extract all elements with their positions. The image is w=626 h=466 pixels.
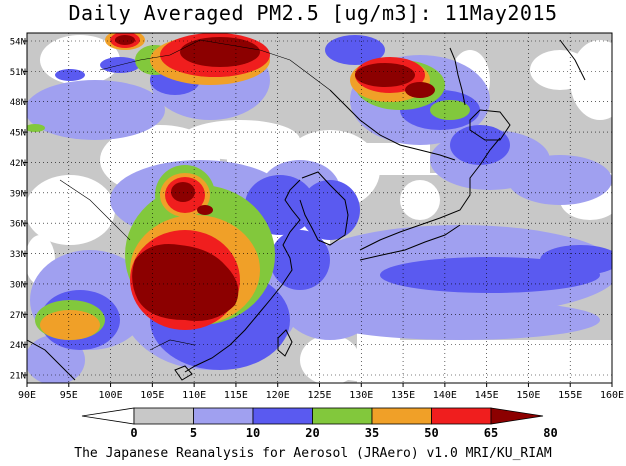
colorbar-high-arrow <box>490 407 544 425</box>
colorbar-box <box>133 407 194 425</box>
lon-tick-label: 125E <box>307 390 331 401</box>
lat-tick-label: 54N <box>10 38 26 48</box>
data-source-caption: The Japanese Reanalysis for Aerosol (JRA… <box>74 446 552 461</box>
lat-tick-label: 48N <box>10 98 26 108</box>
lat-tick-label: 45N <box>10 129 26 139</box>
lat-tick-label: 42N <box>10 159 26 169</box>
borders <box>59 39 331 351</box>
colorbar-level-label: 10 <box>246 426 260 440</box>
colorbar-level-label: 35 <box>365 426 379 440</box>
lon-tick-label: 155E <box>558 390 582 401</box>
map-title: Daily Averaged PM2.5 [ug/m3]: 11May2015 <box>68 1 558 25</box>
lon-tick-label: 95E <box>60 390 78 401</box>
colorbar-level-label: 20 <box>305 426 319 440</box>
lat-tick-label: 33N <box>10 250 26 260</box>
colorbar-box <box>312 407 373 425</box>
lon-tick-label: 135E <box>391 390 415 401</box>
colorbar-box <box>371 407 432 425</box>
lon-tick-label: 130E <box>349 390 373 401</box>
latitude-axis: 54N 51N 48N 45N 42N 39N 36N 33N 30N 27N 24N 21N <box>10 38 27 382</box>
lon-tick-label: 100E <box>99 390 123 401</box>
lon-tick-label: 150E <box>516 390 540 401</box>
colorbar-level-label: 0 <box>130 426 137 440</box>
lat-tick-label: 51N <box>10 68 26 78</box>
lat-tick-label: 21N <box>10 372 26 382</box>
colorbar-level-label: 50 <box>424 426 438 440</box>
colorbar-box <box>431 407 492 425</box>
lat-tick-label: 27N <box>10 311 26 321</box>
colorbar-level-label: 80 <box>543 426 557 440</box>
lon-tick-label: 120E <box>266 390 290 401</box>
graticule <box>27 33 612 383</box>
colorbar-box <box>252 407 313 425</box>
colorbar: 0 5 10 20 35 50 65 80 <box>81 407 558 440</box>
lat-tick-label: 36N <box>10 220 26 230</box>
longitude-axis: 90E 95E 100E 105E 110E 115E 120E 125E 130E 135E 14… <box>18 383 624 401</box>
concentration-field <box>27 33 612 383</box>
lon-tick-label: 115E <box>224 390 248 401</box>
colorbar-level-label: 5 <box>190 426 197 440</box>
lon-tick-label: 110E <box>182 390 206 401</box>
colorbar-low-arrow <box>81 407 135 425</box>
lon-tick-label: 140E <box>433 390 457 401</box>
lon-tick-label: 90E <box>18 390 36 401</box>
lat-tick-label: 39N <box>10 189 26 199</box>
lon-tick-label: 160E <box>600 390 624 401</box>
lat-tick-label: 30N <box>10 280 26 290</box>
lon-tick-label: 105E <box>140 390 164 401</box>
coastlines <box>27 39 586 381</box>
colorbar-box <box>193 407 254 425</box>
lat-tick-label: 24N <box>10 341 26 351</box>
colorbar-level-label: 65 <box>484 426 498 440</box>
lon-tick-label: 145E <box>475 390 499 401</box>
